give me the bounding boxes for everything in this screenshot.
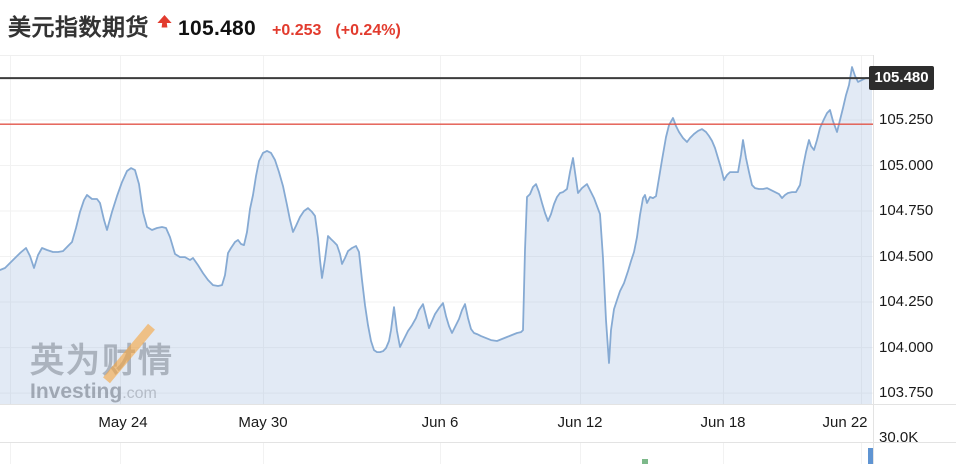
watermark-domain-text: .com bbox=[122, 385, 157, 402]
page-title: 美元指数期货 bbox=[8, 14, 149, 40]
watermark-cn-text: 英为财情 bbox=[30, 342, 174, 380]
watermark-brand-text: Investing.com bbox=[30, 380, 157, 403]
current-price-badge: 105.480 bbox=[869, 66, 934, 91]
price-up-arrow-icon bbox=[157, 15, 172, 33]
price-change: +0.253 bbox=[272, 22, 322, 39]
instrument-header: 美元指数期货 105.480 +0.253 (+0.24%) bbox=[8, 8, 401, 42]
price-change-percent: (+0.24%) bbox=[335, 22, 401, 39]
watermark-logo: 英为财情 Investing.com bbox=[30, 323, 174, 404]
volume-axis-label: 30.0K bbox=[879, 429, 919, 446]
last-price: 105.480 bbox=[178, 17, 257, 40]
